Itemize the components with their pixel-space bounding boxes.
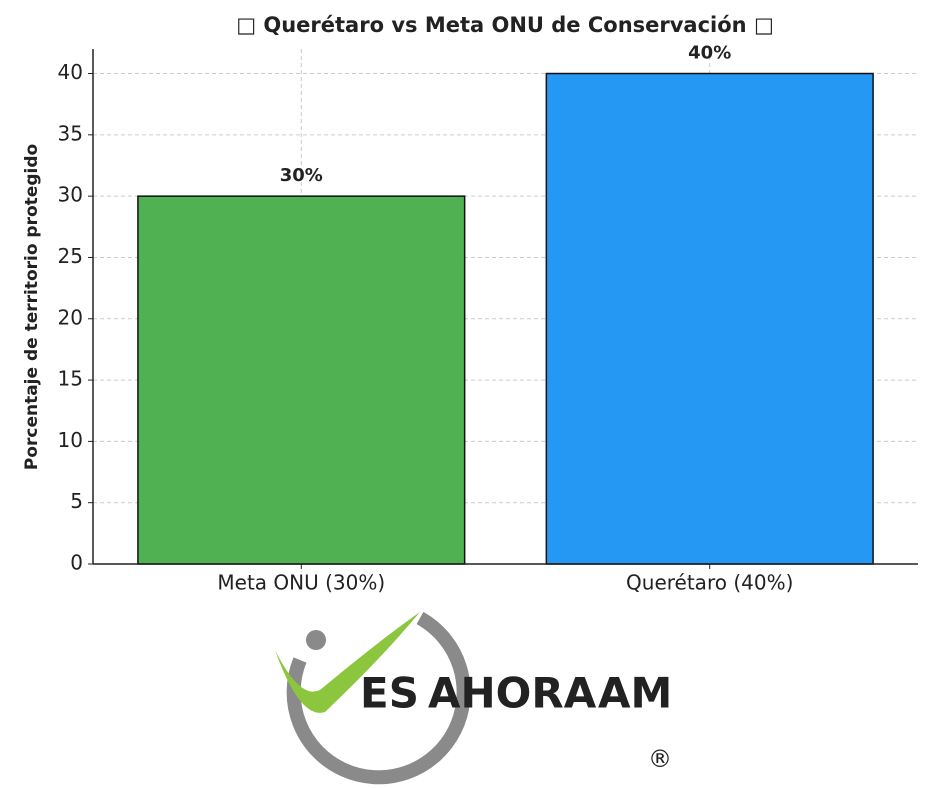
y-tick-label: 5 xyxy=(70,489,83,513)
logo-word: AM xyxy=(598,669,672,718)
value-label: 30% xyxy=(280,165,323,186)
bar xyxy=(137,195,466,565)
y-tick-label: 30 xyxy=(58,183,83,207)
y-tick-label: 0 xyxy=(70,551,83,575)
y-tick-label: 20 xyxy=(58,305,83,329)
logo-dot xyxy=(306,630,326,650)
logo-word: AHORA xyxy=(428,669,597,718)
chart-title: □ Querétaro vs Meta ONU de Conservación … xyxy=(236,13,774,37)
y-axis-label: Porcentaje de territorio protegido xyxy=(22,144,42,470)
y-tick-label: 10 xyxy=(58,428,83,452)
y-tick-label: 25 xyxy=(58,244,83,268)
bar xyxy=(545,72,874,565)
y-tick-label: 15 xyxy=(58,367,83,391)
logo: ES AHORA AM ® xyxy=(275,611,672,785)
logo-ring xyxy=(286,611,471,785)
x-tick-label: Meta ONU (30%) xyxy=(217,571,385,595)
value-label: 40% xyxy=(688,43,731,64)
x-tick-label: Querétaro (40%) xyxy=(626,571,793,595)
logo-mark: ® xyxy=(648,745,672,773)
logo-word: ES xyxy=(360,669,419,718)
y-tick-label: 40 xyxy=(58,60,83,84)
y-tick-label: 35 xyxy=(58,121,83,145)
